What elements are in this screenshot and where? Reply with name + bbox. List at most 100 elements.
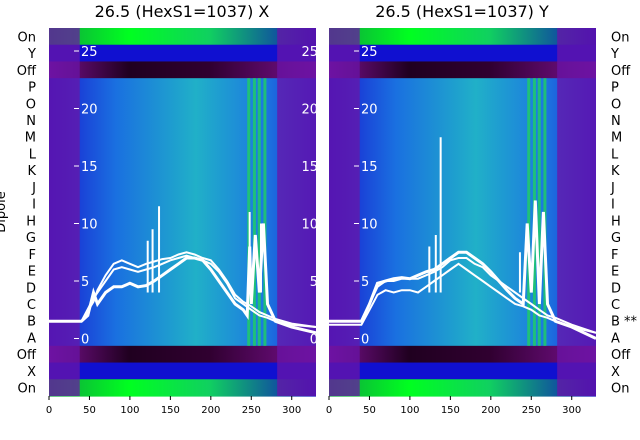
heatmap-row bbox=[329, 195, 596, 213]
heatmap-right-band bbox=[277, 28, 316, 396]
x-tick-label: 150 bbox=[441, 405, 460, 416]
row-label: J bbox=[31, 181, 36, 196]
row-label: J bbox=[610, 181, 615, 196]
heatmap-stripe bbox=[257, 78, 261, 346]
heatmap-stripe bbox=[527, 78, 531, 346]
heatmap-stripe bbox=[263, 78, 267, 346]
row-label: I bbox=[611, 198, 615, 213]
heatmap-row bbox=[329, 61, 596, 79]
panel-y-overlay: 0 5 10 15 20 25 bbox=[329, 45, 597, 348]
row-label: On bbox=[18, 30, 36, 45]
row-label: On bbox=[18, 382, 36, 397]
x-tick-label: 250 bbox=[522, 405, 541, 416]
row-label: B ** bbox=[611, 315, 638, 330]
heatmap-row bbox=[49, 195, 316, 213]
row-label: Off bbox=[17, 348, 37, 363]
overlay-tick-label: 0 bbox=[361, 333, 369, 348]
row-label: B bbox=[27, 315, 36, 330]
heatmap-row bbox=[49, 362, 316, 380]
overlay-series-line bbox=[329, 200, 597, 340]
overlay-tick-label-right: 25 bbox=[301, 45, 318, 60]
x-tick-label: 100 bbox=[120, 405, 139, 416]
overlay-tick-label: 25 bbox=[81, 45, 98, 60]
panel-x: 26.5 (HexS1=1037) X 0 0 5 5 10 10 15 15 20 20 25 25… bbox=[0, 2, 318, 416]
row-label: M bbox=[611, 131, 622, 146]
row-label: L bbox=[611, 147, 619, 162]
overlay-series-line bbox=[49, 251, 317, 328]
heatmap-row bbox=[49, 178, 316, 196]
panel-x-heatmap bbox=[49, 28, 316, 397]
row-label: I bbox=[32, 198, 36, 213]
overlay-tick-label-right: 10 bbox=[301, 218, 318, 233]
overlay-tick-label: 15 bbox=[361, 160, 378, 175]
row-label: Y bbox=[27, 47, 36, 62]
row-label: G bbox=[26, 231, 36, 246]
overlay-tick-label: 10 bbox=[361, 218, 378, 233]
row-label: Off bbox=[611, 64, 631, 79]
panel-y-x-axis: 0 50 100 150 200 250 300 bbox=[326, 396, 581, 416]
heatmap-row bbox=[329, 44, 596, 63]
x-tick-label: 150 bbox=[161, 405, 180, 416]
heatmap-stripe bbox=[543, 78, 547, 346]
heatmap-row bbox=[329, 245, 596, 263]
panel-y-title: 26.5 (HexS1=1037) Y bbox=[375, 2, 549, 21]
row-label: M bbox=[25, 131, 36, 146]
row-label: X bbox=[27, 365, 36, 380]
row-label: P bbox=[28, 81, 36, 96]
row-label: H bbox=[611, 214, 621, 229]
x-tick-label: 50 bbox=[83, 405, 96, 416]
overlay-series-line bbox=[329, 262, 597, 334]
x-tick-label: 200 bbox=[201, 405, 220, 416]
panel-x-overlay: 0 0 5 5 10 10 15 15 20 20 25 25 bbox=[49, 45, 318, 348]
heatmap-row bbox=[329, 78, 596, 96]
x-tick-label: 100 bbox=[400, 405, 419, 416]
overlay-tick-label: 15 bbox=[81, 160, 98, 175]
overlay-series-line bbox=[329, 257, 597, 334]
overlay-tick-label: 5 bbox=[361, 275, 369, 290]
row-label: N bbox=[26, 114, 36, 129]
overlay-series-line bbox=[49, 254, 317, 328]
row-label: F bbox=[29, 248, 36, 263]
heatmap-row bbox=[329, 345, 596, 364]
row-label: C bbox=[27, 298, 36, 313]
row-label: D bbox=[26, 281, 36, 296]
row-label: K bbox=[611, 164, 620, 179]
row-label: Off bbox=[17, 64, 37, 79]
row-label: O bbox=[26, 97, 36, 112]
overlay-tick-label: 5 bbox=[81, 275, 89, 290]
heatmap-left-band bbox=[49, 28, 80, 396]
x-tick-label: 0 bbox=[326, 405, 332, 416]
row-label: K bbox=[27, 164, 36, 179]
row-label: On bbox=[611, 30, 629, 45]
overlay-tick-label-right: 20 bbox=[301, 103, 318, 118]
heatmap-stripe bbox=[537, 78, 541, 346]
row-label: E bbox=[611, 265, 619, 280]
overlay-tick-label: 25 bbox=[361, 45, 378, 60]
heatmap-row bbox=[329, 128, 596, 146]
heatmap-row bbox=[49, 28, 316, 46]
row-label: N bbox=[611, 114, 621, 129]
heatmap-right-band bbox=[557, 28, 596, 396]
panel-x-title: 26.5 (HexS1=1037) X bbox=[95, 2, 270, 21]
heatmap-row bbox=[49, 61, 316, 79]
heatmap-row bbox=[329, 362, 596, 380]
heatmap-row bbox=[49, 379, 316, 397]
row-label: A bbox=[611, 331, 620, 346]
row-label: F bbox=[611, 248, 618, 263]
row-label: G bbox=[611, 231, 621, 246]
x-tick-label: 50 bbox=[363, 405, 376, 416]
overlay-tick-label: 20 bbox=[81, 103, 98, 118]
row-label: C bbox=[611, 298, 620, 313]
row-label: H bbox=[26, 214, 36, 229]
row-label: X bbox=[611, 365, 620, 380]
x-tick-label: 300 bbox=[562, 405, 581, 416]
x-tick-label: 200 bbox=[481, 405, 500, 416]
row-label: L bbox=[29, 147, 37, 162]
row-label: P bbox=[611, 81, 619, 96]
heatmap-row bbox=[49, 78, 316, 96]
overlay-tick-label-right: 0 bbox=[310, 333, 318, 348]
panel-y-heatmap bbox=[329, 28, 596, 397]
row-label: On bbox=[611, 382, 629, 397]
